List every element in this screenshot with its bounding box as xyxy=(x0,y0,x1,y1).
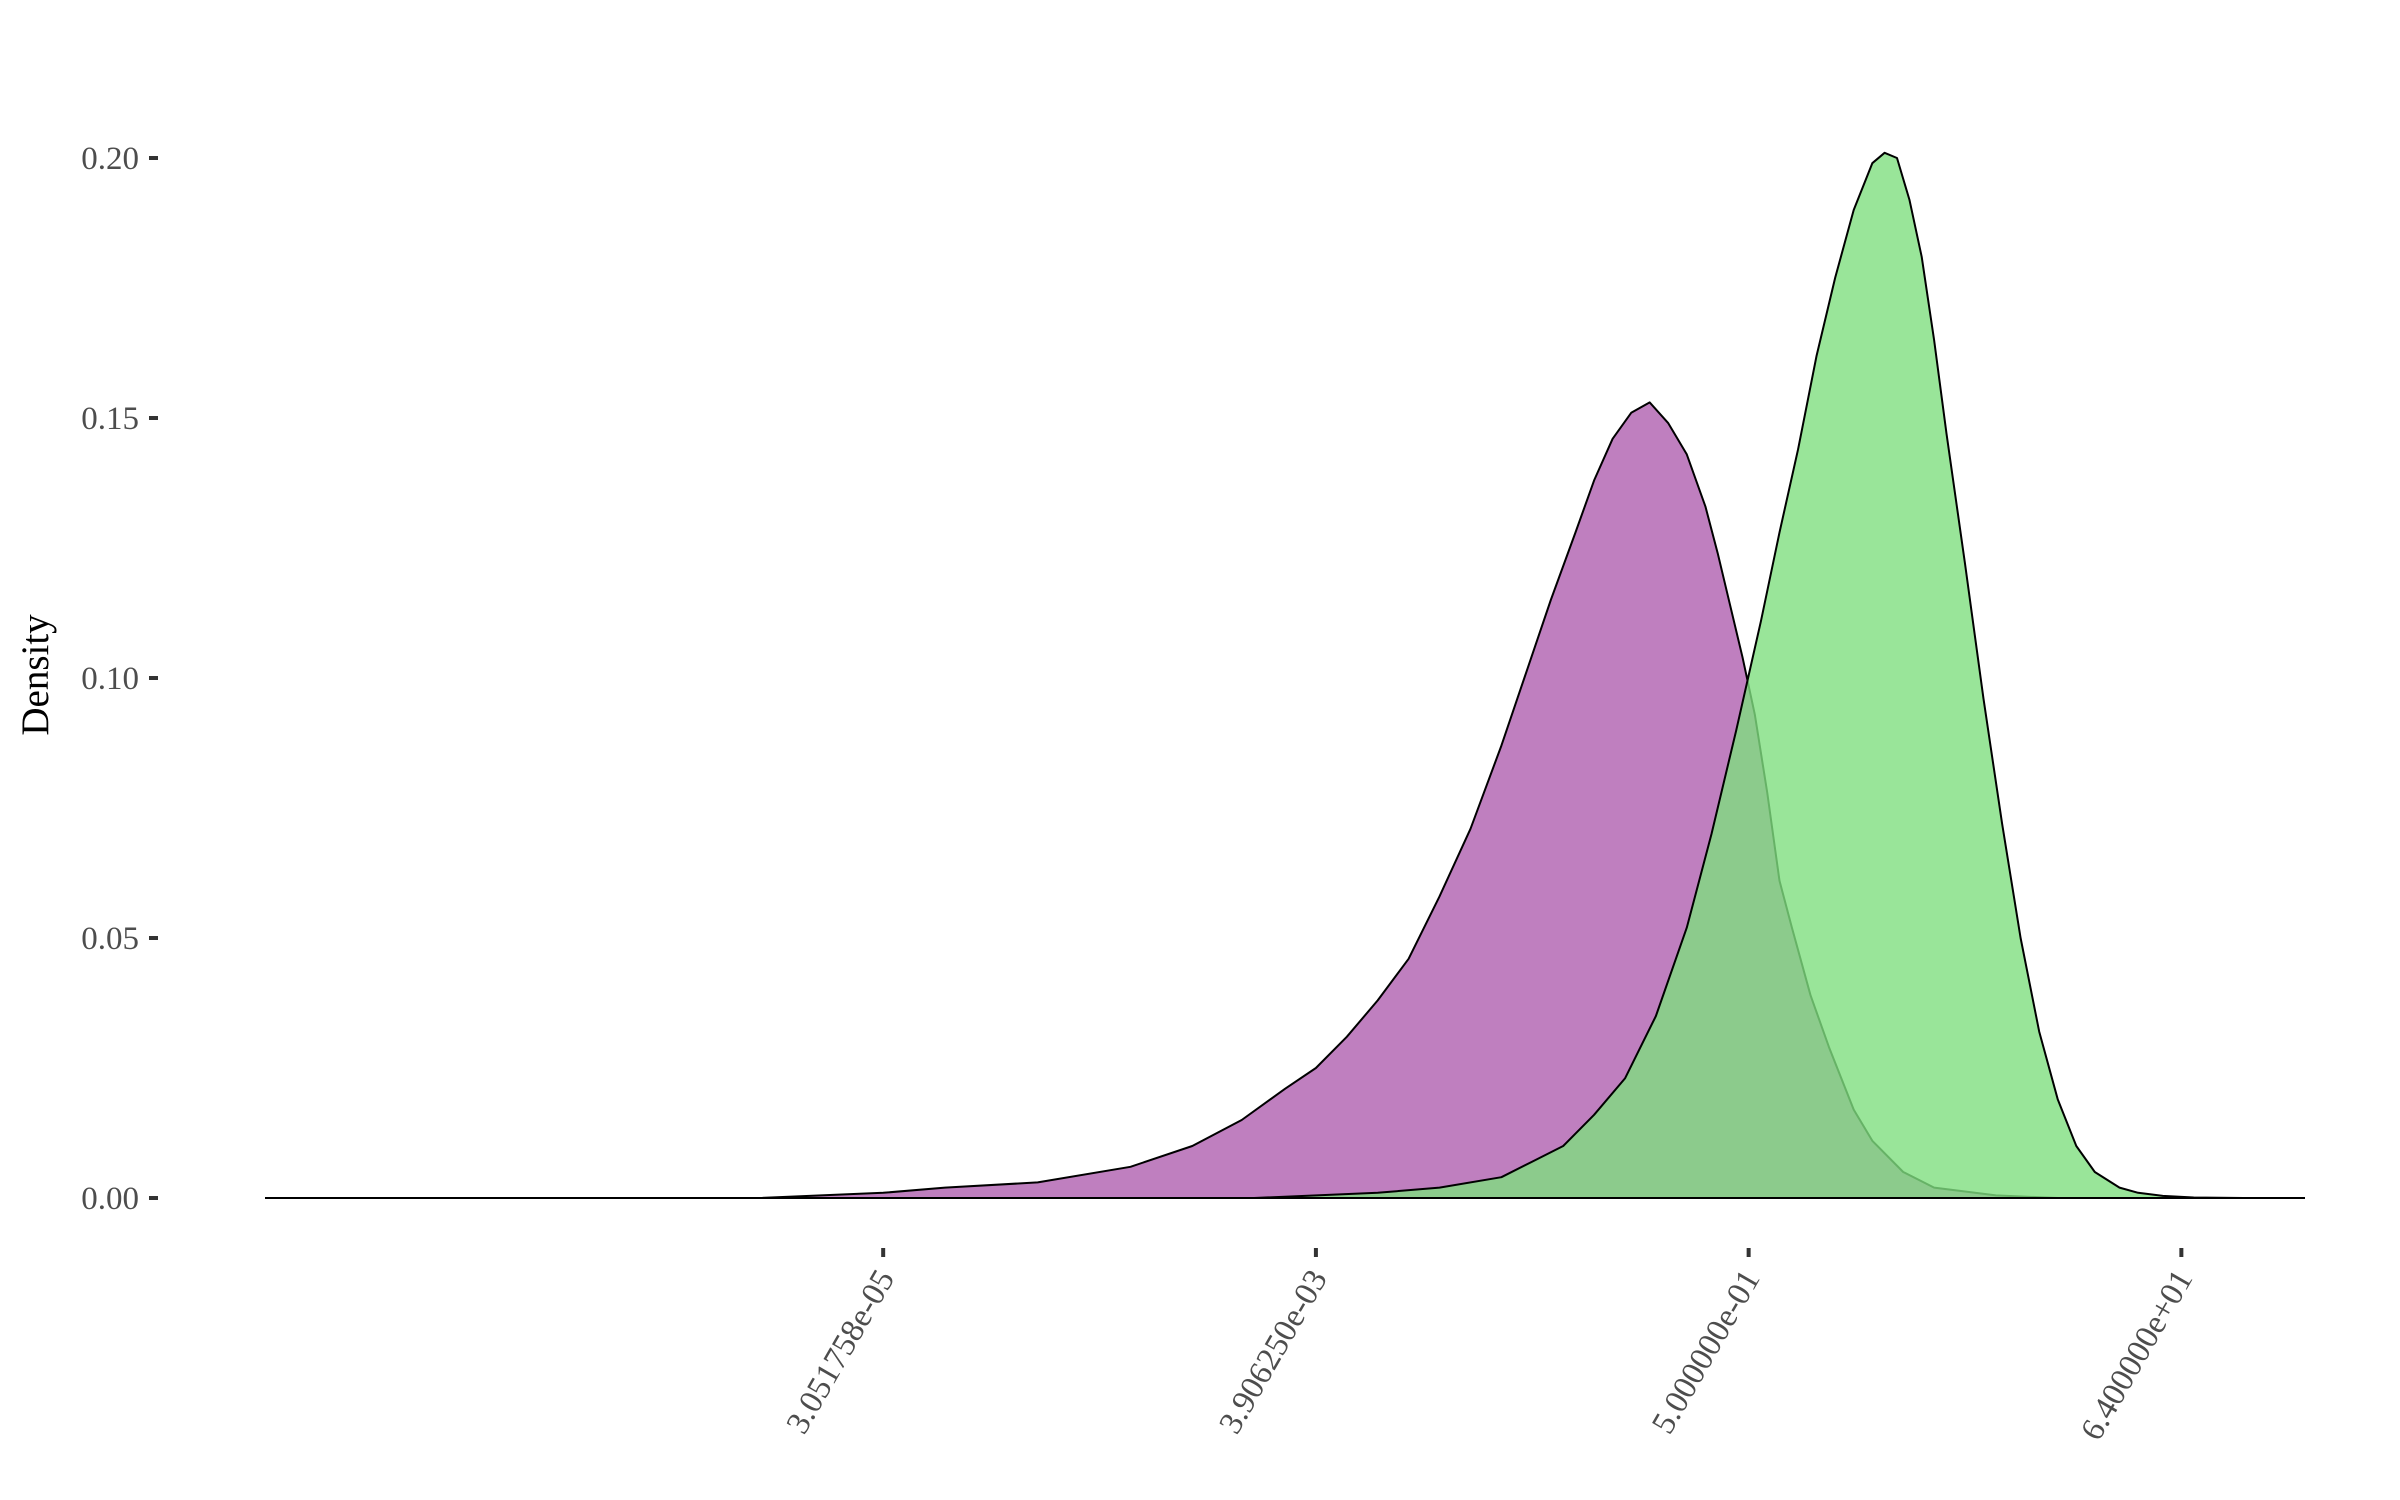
y-tick-label: 0.05 xyxy=(81,921,139,957)
x-axis: 3.051758e-05 3.906250e-03 5.000000e-01 6.40… xyxy=(780,1248,2200,1447)
x-tick-label: 3.051758e-05 xyxy=(780,1264,902,1440)
y-tick-label: 0.10 xyxy=(81,661,139,697)
y-axis-title: Density xyxy=(14,614,57,736)
x-tick-label: 3.906250e-03 xyxy=(1212,1264,1334,1440)
x-tick-label: 6.400000e+01 xyxy=(2074,1264,2200,1447)
y-tick-label: 0.15 xyxy=(81,401,139,437)
y-axis-title-group: Density xyxy=(14,614,57,736)
y-tick-label: 0.20 xyxy=(81,141,139,177)
x-tick-label: 5.000000e-01 xyxy=(1645,1264,1767,1440)
density-areas xyxy=(265,151,2305,1199)
y-axis: 0.00 0.05 0.10 0.15 0.20 xyxy=(81,141,158,1217)
y-tick-label: 0.00 xyxy=(81,1181,139,1217)
density-area-2 xyxy=(1005,151,2245,1199)
